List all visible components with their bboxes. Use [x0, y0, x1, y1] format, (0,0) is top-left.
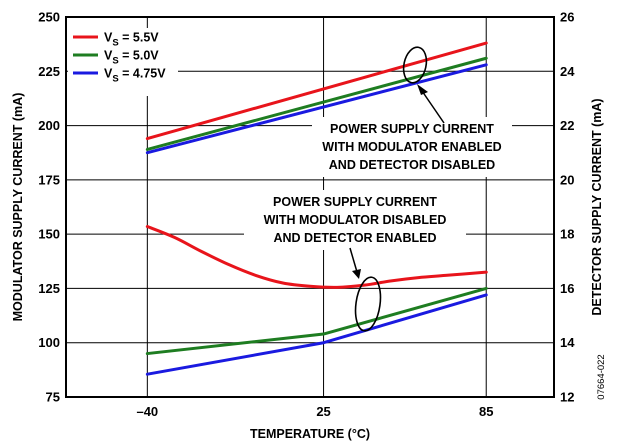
y-left-tick-label: 200 — [38, 118, 60, 133]
legend-bg — [68, 28, 178, 96]
x-axis-title: TEMPERATURE (°C) — [250, 427, 370, 441]
y-axis-right-title: DETECTOR SUPPLY CURRENT (mA) — [590, 98, 604, 315]
y-right-tick-label: 16 — [560, 281, 574, 296]
figure-id: 07664-022 — [596, 354, 607, 399]
annotation-2-line-3: AND DETECTOR ENABLED — [274, 231, 437, 245]
series-line-modulator-2 — [145, 63, 488, 155]
series-line-modulator-0 — [145, 41, 488, 141]
annotation-1-bg — [312, 117, 512, 177]
callout-ellipse-upper — [402, 46, 428, 84]
series-line-modulator-1 — [145, 56, 488, 151]
y-axis-left-title: MODULATOR SUPPLY CURRENT (mA) — [11, 93, 25, 322]
y-right-tick-label: 14 — [560, 335, 575, 350]
annotation-2-line-1: POWER SUPPLY CURRENT — [273, 195, 437, 209]
legend-label: VS = 5.5V — [104, 31, 159, 49]
x-tick-label: 25 — [316, 404, 330, 419]
x-tick-label: –40 — [136, 404, 158, 419]
legend-label: VS = 5.0V — [104, 49, 159, 67]
y-right-tick-label: 24 — [560, 64, 575, 79]
annotation-detector-enabled: POWER SUPPLY CURRENT WITH MODULATOR DISA… — [264, 195, 447, 245]
callout-arrow-upper — [419, 87, 445, 124]
series-line-detector-4 — [145, 286, 488, 356]
annotation-2-bg — [244, 190, 466, 250]
y-left-tick-label: 175 — [38, 172, 60, 187]
y-right-tick-label: 12 — [560, 390, 574, 405]
annotation-1-line-3: AND DETECTOR DISABLED — [329, 158, 495, 172]
x-tick-label: 85 — [479, 404, 493, 419]
y-right-tick-label: 18 — [560, 227, 574, 242]
y-left-tick-label: 75 — [46, 390, 60, 405]
series-line-detector-5 — [145, 293, 488, 376]
y-left-tick-label: 225 — [38, 64, 60, 79]
right-axis-ticks: 12 14 16 18 20 22 24 26 — [560, 10, 575, 405]
callout-ellipse-lower — [354, 276, 382, 332]
legend-label: VS = 4.75V — [104, 67, 166, 85]
annotation-1-line-2: WITH MODULATOR ENABLED — [322, 140, 501, 154]
annotation-2-line-2: WITH MODULATOR DISABLED — [264, 213, 447, 227]
y-left-tick-label: 150 — [38, 227, 60, 242]
y-right-tick-label: 20 — [560, 172, 574, 187]
y-right-tick-label: 26 — [560, 10, 574, 25]
y-right-tick-label: 22 — [560, 118, 574, 133]
series-layer — [145, 41, 488, 376]
annotation-modulator-enabled: POWER SUPPLY CURRENT WITH MODULATOR ENAB… — [322, 122, 501, 172]
y-left-tick-label: 125 — [38, 281, 60, 296]
callout-arrowhead-lower — [352, 269, 361, 279]
callout-arrow-lower — [349, 247, 358, 273]
y-left-tick-label: 250 — [38, 10, 60, 25]
left-axis-ticks: 75 100 125 150 175 200 225 250 — [38, 10, 60, 405]
callout-arrowhead-upper — [417, 84, 428, 95]
x-axis-ticks: –40 25 85 — [136, 404, 493, 419]
y-left-tick-label: 100 — [38, 335, 60, 350]
annotation-1-line-1: POWER SUPPLY CURRENT — [330, 122, 494, 136]
series-line-detector-3 — [145, 225, 488, 289]
